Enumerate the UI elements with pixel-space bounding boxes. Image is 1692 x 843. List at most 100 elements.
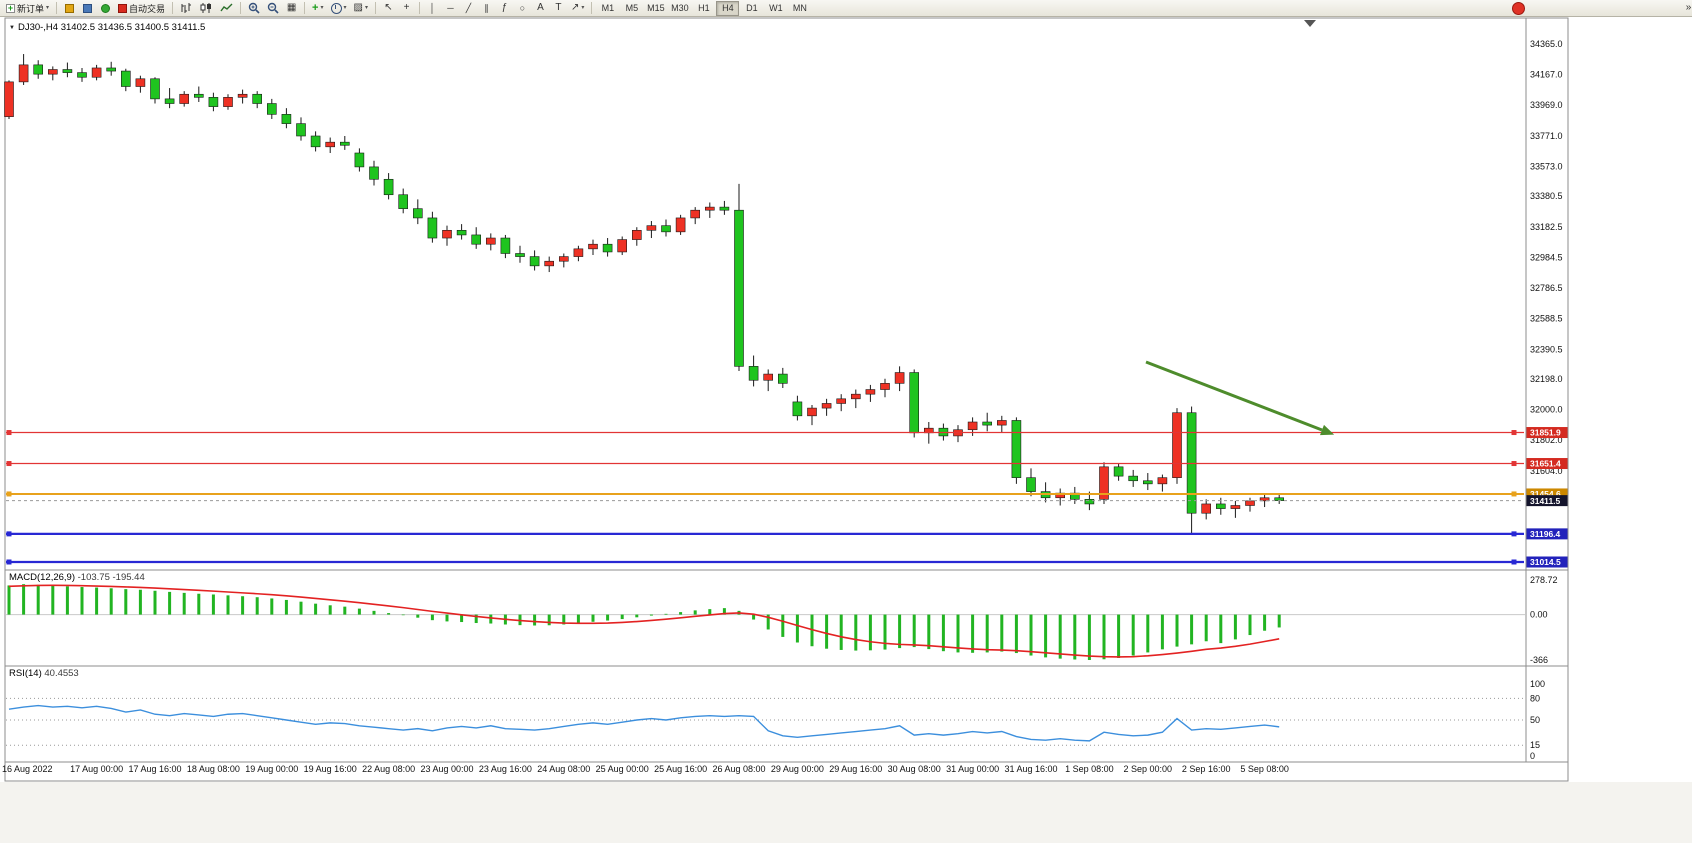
trend-arrow[interactable]	[1145, 360, 1323, 432]
candle	[719, 206, 730, 211]
line-chart-button[interactable]	[217, 1, 236, 16]
candle	[880, 383, 890, 390]
macd-axis-label: 278.72	[1530, 575, 1558, 585]
timeframe-m30-button[interactable]: M30	[668, 1, 691, 16]
indicators-icon: +	[312, 1, 319, 14]
macd-value: -103.75	[77, 572, 110, 583]
timeframe-m1-button[interactable]: M1	[596, 1, 619, 16]
line-handle[interactable]	[6, 430, 12, 436]
timeframe-m5-button[interactable]: M5	[620, 1, 643, 16]
candle	[427, 217, 438, 239]
templates-button[interactable]: ▨ ▾	[351, 1, 371, 16]
text-button[interactable]: A	[532, 1, 549, 16]
time-axis-label: 18 Aug 08:00	[187, 764, 240, 774]
market-watch-icon	[83, 3, 93, 13]
line-handle[interactable]	[1511, 430, 1517, 436]
rsi-name: RSI(14)	[9, 668, 42, 679]
arrows-icon: ↗	[570, 2, 580, 13]
vertical-line-icon: │	[429, 2, 436, 13]
candle	[996, 420, 1007, 426]
ellipse-button[interactable]: ○	[514, 1, 531, 16]
timeframe-m15-button[interactable]: M15	[644, 1, 667, 16]
line-handle[interactable]	[6, 491, 12, 497]
price-badge-label: 31411.5	[1530, 496, 1561, 506]
candle	[266, 103, 277, 115]
vertical-line-button[interactable]: │	[424, 1, 441, 16]
chart-collapse-icon[interactable]: ▼	[9, 25, 15, 31]
toolbar: + 新订单 ▾ 自动交易 ▦ + ▾ ▾ ▨ ▾ ↖ + │ ─ ╱	[0, 0, 1692, 17]
new-order-button[interactable]: + 新订单 ▾	[3, 1, 52, 16]
price-badge-label: 31851.9	[1530, 428, 1561, 438]
candle	[690, 209, 701, 219]
timeframe-mn-button[interactable]: MN	[788, 1, 811, 16]
time-axis-label: 30 Aug 08:00	[888, 764, 941, 774]
cursor-icon: ↖	[384, 2, 393, 13]
candle	[325, 141, 336, 148]
crosshair-button[interactable]: +	[398, 1, 415, 16]
candlestick-button[interactable]	[197, 1, 216, 16]
periods-button[interactable]: ▾	[328, 1, 350, 16]
candle	[456, 229, 467, 236]
timeframe-d1-button[interactable]: D1	[740, 1, 763, 16]
candle	[164, 98, 175, 104]
time-axis-label: 23 Aug 16:00	[479, 764, 532, 774]
fibonacci-button[interactable]: ƒ	[496, 1, 513, 16]
candle	[544, 260, 555, 267]
price-axis-label: 31604.0	[1530, 466, 1563, 476]
candle	[1245, 500, 1255, 506]
text-label-button[interactable]: T	[550, 1, 567, 16]
line-handle[interactable]	[6, 559, 12, 565]
channel-button[interactable]: ∥	[478, 1, 495, 16]
line-handle[interactable]	[1511, 461, 1517, 467]
trendline-button[interactable]: ╱	[460, 1, 477, 16]
line-handle[interactable]	[1511, 531, 1517, 537]
market-watch-button[interactable]	[79, 1, 96, 16]
time-axis-label: 16 Aug 2022	[2, 764, 53, 774]
line-handle[interactable]	[6, 531, 12, 537]
ellipse-icon: ○	[519, 2, 526, 13]
timeframe-w1-button[interactable]: W1	[764, 1, 787, 16]
candle	[62, 69, 73, 73]
macd-signal-line	[8, 584, 1280, 658]
line-handle[interactable]	[1511, 559, 1517, 565]
zoom-out-button[interactable]	[264, 1, 282, 16]
line-handle[interactable]	[6, 461, 12, 467]
charts-button[interactable]	[61, 1, 78, 16]
price-badge-label: 31454.6	[1530, 489, 1561, 499]
candle	[821, 403, 832, 409]
bar-chart-button[interactable]	[177, 1, 196, 16]
time-axis-label: 23 Aug 00:00	[420, 764, 473, 774]
candle	[661, 225, 671, 233]
timeframe-h1-button[interactable]: H1	[692, 1, 715, 16]
zoom-in-button[interactable]	[245, 1, 263, 16]
navigator-button[interactable]	[97, 1, 114, 16]
candle	[1026, 477, 1036, 492]
price-badge	[1526, 556, 1568, 568]
community-icon[interactable]	[1512, 2, 1525, 15]
candle	[865, 389, 876, 395]
toolbar-overflow-button[interactable]: »	[1680, 0, 1692, 15]
tile-windows-button[interactable]: ▦	[283, 1, 300, 16]
status-area	[0, 782, 1692, 843]
templates-icon: ▨	[353, 2, 363, 13]
candle	[179, 93, 189, 104]
candle	[1230, 505, 1241, 509]
timeframe-h4-button[interactable]: H4	[716, 0, 740, 16]
autotrading-button[interactable]: 自动交易	[115, 1, 168, 16]
candle	[675, 217, 686, 233]
arrows-button[interactable]: ↗ ▾	[568, 1, 587, 16]
horizontal-line-button[interactable]: ─	[442, 1, 459, 16]
rsi-axis-label: 80	[1530, 693, 1540, 703]
indicators-button[interactable]: + ▾	[309, 1, 326, 16]
rsi-axis-label: 15	[1530, 740, 1540, 750]
line-handle[interactable]	[1511, 491, 1517, 497]
new-order-label: 新订单	[17, 3, 45, 14]
candle	[777, 373, 788, 384]
candle	[602, 243, 613, 253]
cursor-button[interactable]: ↖	[380, 1, 397, 16]
candle	[734, 209, 744, 367]
chevron-down-icon: ▾	[320, 5, 324, 11]
fibonacci-icon: ƒ	[501, 2, 508, 13]
chart-shift-marker[interactable]	[1304, 20, 1316, 27]
